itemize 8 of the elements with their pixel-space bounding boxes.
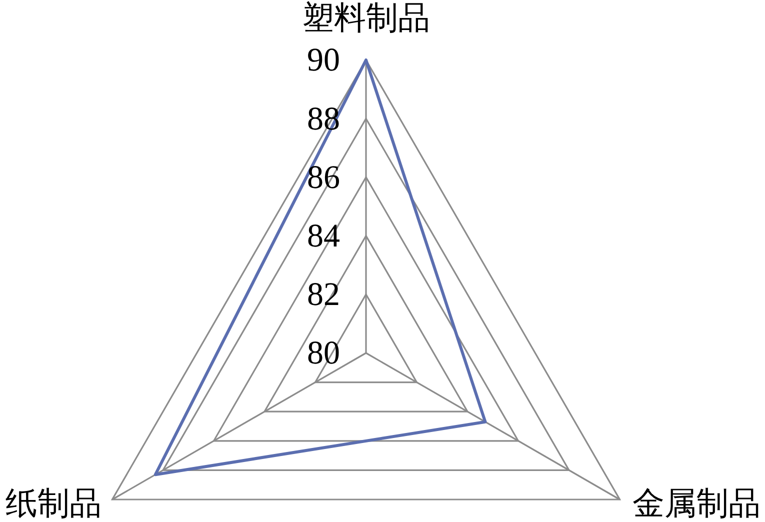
y-tick-label: 86 [307,160,340,196]
y-tick-label: 84 [307,218,340,254]
y-tick-label: 80 [307,336,340,372]
y-tick-label: 82 [307,277,340,314]
spoke-label: 纸制品 [5,484,102,521]
spoke-label: 金属制品 [632,484,761,521]
y-tick-label: 90 [307,42,340,79]
spoke-label: 塑料制品 [302,0,430,36]
